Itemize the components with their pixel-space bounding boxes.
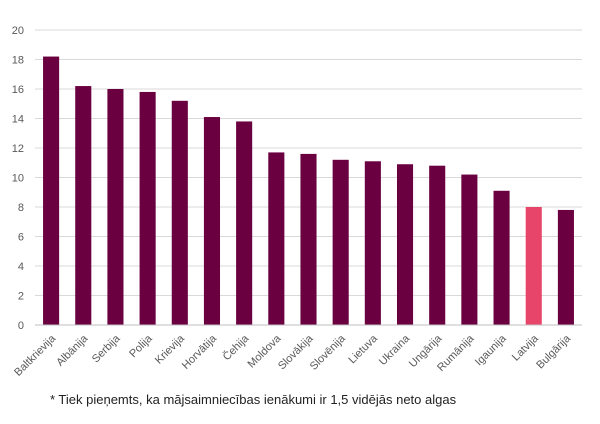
x-category-label: Latvija bbox=[510, 332, 542, 364]
bars bbox=[43, 56, 574, 326]
bar-0 bbox=[43, 56, 60, 326]
y-tick-label: 0 bbox=[18, 320, 24, 332]
bar-6 bbox=[236, 121, 253, 325]
y-tick-label: 16 bbox=[12, 84, 24, 96]
bar-16 bbox=[557, 209, 574, 325]
bar-12 bbox=[429, 165, 446, 325]
bar-4 bbox=[171, 100, 188, 325]
x-category-label: Slovēnija bbox=[308, 332, 349, 373]
bar-7 bbox=[268, 152, 285, 325]
y-tick-label: 20 bbox=[12, 25, 24, 37]
bar-10 bbox=[364, 161, 381, 325]
y-tick-label: 2 bbox=[18, 291, 24, 303]
y-tick-label: 12 bbox=[12, 143, 24, 155]
bar-15 bbox=[525, 207, 542, 325]
x-category-label: Serbija bbox=[90, 332, 123, 365]
y-axis-ticks: 0 2 4 6 8 10 12 14 16 18 20 bbox=[12, 25, 24, 332]
x-category-label: Bulgārija bbox=[534, 332, 573, 371]
x-category-label: Čehija bbox=[220, 331, 252, 363]
y-tick-label: 6 bbox=[18, 232, 24, 244]
bar-5 bbox=[203, 117, 221, 326]
y-tick-label: 10 bbox=[12, 173, 24, 185]
y-tick-label: 14 bbox=[12, 114, 24, 126]
y-tick-label: 18 bbox=[12, 55, 24, 67]
x-category-label: Igaunija bbox=[473, 332, 509, 368]
bar-11 bbox=[396, 164, 414, 325]
y-tick-label: 8 bbox=[18, 202, 24, 214]
x-category-label: Baltkrievija bbox=[12, 332, 59, 379]
x-category-label: Polija bbox=[127, 332, 155, 360]
footnote: * Tiek pieņemts, ka mājsaimniecības ienā… bbox=[50, 392, 457, 407]
x-category-label: Horvātija bbox=[180, 332, 220, 372]
bar-3 bbox=[139, 91, 156, 325]
bar-14 bbox=[493, 190, 510, 325]
bar-13 bbox=[461, 174, 478, 325]
x-category-label: Albānija bbox=[54, 332, 91, 369]
bar-8 bbox=[300, 153, 317, 325]
x-category-label: Lietuva bbox=[346, 332, 380, 366]
bar-1 bbox=[75, 86, 92, 325]
bar-9 bbox=[332, 159, 349, 325]
bar-2 bbox=[107, 89, 124, 325]
y-tick-label: 4 bbox=[18, 261, 24, 273]
